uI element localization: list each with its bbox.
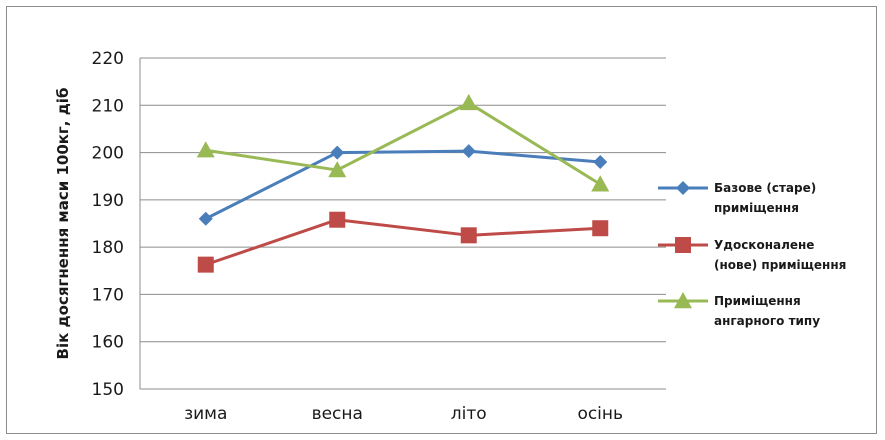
y-tick-label: 150 <box>92 380 124 400</box>
x-tick-label: літо <box>451 404 487 424</box>
x-tick-label: весна <box>312 404 363 424</box>
data-point-square <box>592 220 609 237</box>
legend-label: ангарного типу <box>714 314 820 328</box>
data-point-triangle <box>196 141 215 158</box>
legend-marker-diamond <box>676 181 690 195</box>
data-point-diamond <box>461 144 476 159</box>
series-1 <box>198 144 608 226</box>
legend-marker-triangle <box>674 292 692 309</box>
legend-label: (нове) приміщення <box>714 258 846 272</box>
y-tick-label: 170 <box>92 285 124 305</box>
y-tick-label: 160 <box>92 333 124 353</box>
legend-marker-square <box>675 237 691 253</box>
series-line <box>205 218 601 267</box>
series-3 <box>196 93 610 192</box>
y-tick-labels: 150 160 170 180 190 200 210 220 <box>92 49 124 400</box>
y-tick-label: 180 <box>92 238 124 258</box>
series-2 <box>197 211 609 273</box>
y-tick-label: 200 <box>92 144 124 164</box>
series-line <box>205 149 601 221</box>
legend: Базове (старе) приміщення Удосконалене (нов… <box>658 181 846 328</box>
x-tick-label: зима <box>184 404 227 424</box>
legend-label: Удосконалене <box>714 238 814 252</box>
x-tick-labels: зима весна літо осінь <box>184 404 623 424</box>
legend-item: Приміщення ангарного типу <box>658 292 820 328</box>
data-point-square <box>460 227 477 244</box>
data-point-diamond <box>593 155 608 170</box>
y-tick-label: 220 <box>92 49 124 69</box>
data-point-square <box>197 256 214 273</box>
series-line <box>205 101 602 186</box>
y-tick-label: 190 <box>92 191 124 211</box>
data-point-square <box>329 211 346 228</box>
legend-label: Базове (старе) <box>714 181 816 195</box>
data-point-triangle <box>328 161 347 178</box>
data-point-triangle <box>591 175 610 192</box>
legend-item: Базове (старе) приміщення <box>658 181 816 215</box>
series-group <box>196 93 610 273</box>
y-axis-label: Вік досягнення маси 100кг, діб <box>54 88 72 360</box>
data-point-triangle <box>459 93 478 111</box>
data-point-diamond <box>330 145 345 160</box>
legend-label: Приміщення <box>714 294 801 308</box>
legend-label: приміщення <box>714 201 799 215</box>
data-point-diamond <box>198 211 213 226</box>
gridlines <box>140 57 666 343</box>
legend-item: Удосконалене (нове) приміщення <box>658 237 846 272</box>
y-tick-label: 210 <box>92 96 124 116</box>
chart-frame <box>6 6 877 434</box>
x-tick-label: осінь <box>577 404 623 424</box>
